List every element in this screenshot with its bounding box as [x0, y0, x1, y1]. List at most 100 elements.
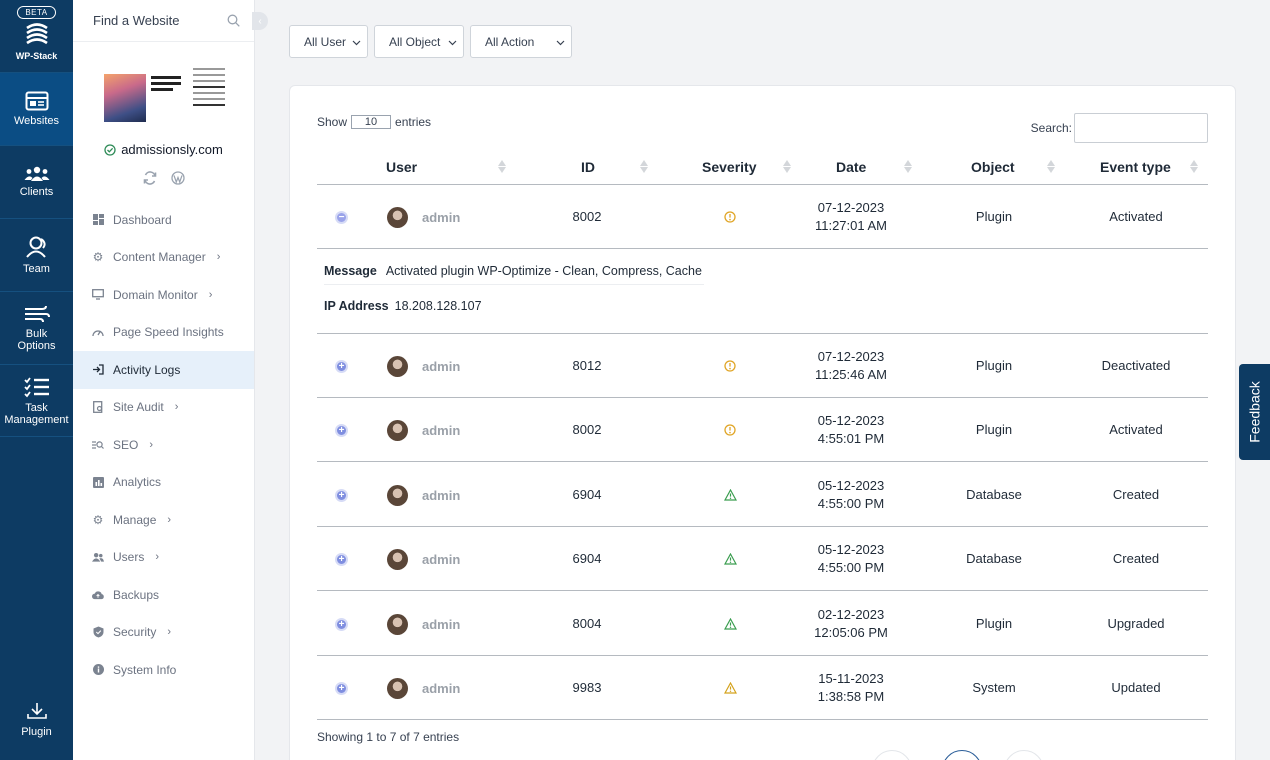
table-row[interactable]: + admin 8012 07-12-2023 11:25:46 AM Plugi… [317, 334, 1208, 398]
expand-row-icon[interactable]: + [335, 360, 348, 373]
action-filter-value: All Action [485, 34, 535, 49]
website-search[interactable]: Find a Website [73, 0, 254, 42]
row-date: 15-11-2023 1:38:58 PM [801, 656, 901, 720]
avatar [387, 549, 408, 570]
brand[interactable]: BETA WP-Stack [0, 0, 73, 73]
expand-row-icon[interactable]: + [335, 424, 348, 437]
cloud-icon [92, 589, 104, 601]
sort-icon[interactable] [783, 160, 791, 173]
feedback-tab[interactable]: Feedback [1239, 364, 1270, 460]
chevron-right-icon: › [149, 438, 154, 451]
activity-log-card: Show 10 entries Search: User ID Severity… [289, 85, 1236, 760]
website-search-input[interactable]: Find a Website [93, 13, 180, 28]
column-header-id[interactable]: ID [581, 159, 595, 175]
rail-label: Bulk Options [17, 328, 56, 352]
menu-item-backups[interactable]: Backups [73, 576, 254, 614]
alert-triangle-icon [720, 656, 740, 720]
menu-item-dashboard[interactable]: Dashboard [73, 201, 254, 239]
pagination-page-button[interactable] [942, 750, 982, 760]
entries-length: Show 10 entries [317, 115, 431, 129]
menu-item-label: Users [113, 550, 145, 565]
sort-icon[interactable] [904, 160, 912, 173]
rail-item-clients[interactable]: Clients [0, 146, 73, 219]
site-thumbnail[interactable] [95, 54, 234, 126]
chevron-right-icon: › [167, 626, 172, 639]
action-filter-select[interactable]: All Action [470, 25, 572, 58]
table-search-input[interactable] [1074, 113, 1208, 143]
row-date-time: 1:38:58 PM [817, 689, 885, 704]
menu-item-security[interactable]: Security › [73, 614, 254, 652]
row-date-time: 4:55:00 PM [817, 496, 885, 511]
menu-item-users[interactable]: Users › [73, 539, 254, 577]
table-row[interactable]: − admin 8002 07-12-2023 11:27:01 AM Plugi… [317, 185, 1208, 249]
sort-icon[interactable] [498, 160, 506, 173]
detail-message-label: Message [324, 264, 377, 278]
expand-row-icon[interactable]: + [335, 682, 348, 695]
clients-icon [24, 166, 49, 181]
rail-item-team[interactable]: Team [0, 219, 73, 292]
table-row[interactable]: + admin 6904 05-12-2023 4:55:00 PM Databa… [317, 463, 1208, 527]
column-header-object[interactable]: Object [971, 159, 1015, 175]
menu-item-manage[interactable]: ⚙ Manage › [73, 501, 254, 539]
row-user: admin [422, 616, 461, 632]
sort-icon[interactable] [640, 160, 648, 173]
row-event-type: Activated [1109, 422, 1163, 437]
pagination-previous-button[interactable] [872, 750, 912, 760]
menu-item-analytics[interactable]: Analytics [73, 464, 254, 502]
row-id: 8004 [572, 616, 602, 631]
expand-row-icon[interactable]: + [335, 553, 348, 566]
row-user: admin [422, 358, 461, 374]
menu-item-seo[interactable]: SEO › [73, 426, 254, 464]
speed-icon [92, 326, 104, 338]
expand-row-icon[interactable]: + [335, 618, 348, 631]
collapse-sidebar-button[interactable]: ‹ [252, 12, 268, 30]
collapse-row-icon[interactable]: − [335, 211, 348, 224]
expand-row-icon[interactable]: + [335, 489, 348, 502]
menu-item-system-info[interactable]: System Info [73, 651, 254, 689]
search-icon[interactable] [227, 14, 240, 27]
avatar [387, 485, 408, 506]
row-date: 07-12-2023 11:25:46 AM [801, 334, 901, 398]
menu-item-label: Manage [113, 512, 157, 527]
row-date: 05-12-2023 4:55:00 PM [801, 463, 901, 527]
bulk-options-icon [24, 305, 50, 323]
rail-item-bulk-options[interactable]: Bulk Options [0, 292, 73, 365]
rail-item-plugin[interactable]: Plugin [0, 702, 73, 738]
menu-item-activity-logs[interactable]: Activity Logs [73, 351, 254, 389]
pagination-next-button[interactable] [1004, 750, 1044, 760]
table-row[interactable]: + admin 8004 02-12-2023 12:05:06 PM Plugi… [317, 592, 1208, 656]
column-header-event-type[interactable]: Event type [1100, 159, 1171, 175]
table-row[interactable]: + admin 6904 05-12-2023 4:55:00 PM Databa… [317, 527, 1208, 591]
column-header-user[interactable]: User [386, 159, 418, 175]
avatar [387, 207, 408, 228]
menu-item-domain-monitor[interactable]: Domain Monitor › [73, 276, 254, 314]
site-name[interactable]: admissionsly.com [73, 142, 254, 157]
refresh-icon[interactable] [143, 171, 157, 185]
entries-label: entries [395, 115, 432, 129]
row-object: Database [966, 487, 1022, 502]
menu-item-content-manager[interactable]: ⚙ Content Manager › [73, 239, 254, 277]
table-row[interactable]: + admin 8002 05-12-2023 4:55:01 PM Plugin… [317, 398, 1208, 462]
warning-circle-icon [720, 334, 740, 398]
rail-item-task-management[interactable]: Task Management [0, 365, 73, 437]
entries-count-select[interactable]: 10 [351, 115, 392, 129]
avatar [387, 420, 408, 441]
site-sidebar: Find a Website admissionsly.com Dashboar… [73, 0, 255, 760]
sort-icon[interactable] [1047, 160, 1055, 173]
sort-icon[interactable] [1190, 160, 1198, 173]
rail-item-websites[interactable]: Websites [0, 73, 73, 146]
column-header-severity[interactable]: Severity [702, 159, 757, 175]
row-user: admin [422, 680, 461, 696]
table-row[interactable]: + admin 9983 15-11-2023 1:38:58 PM System… [317, 656, 1208, 720]
menu-item-site-audit[interactable]: Site Audit › [73, 389, 254, 427]
user-filter-select[interactable]: All User [289, 25, 368, 58]
column-header-date[interactable]: Date [836, 159, 867, 175]
warning-circle-icon [720, 398, 740, 462]
object-filter-select[interactable]: All Object [374, 25, 464, 58]
shield-icon [92, 626, 104, 638]
feedback-label: Feedback [1246, 381, 1263, 443]
notice-triangle-icon [720, 592, 740, 656]
menu-item-page-speed-insights[interactable]: Page Speed Insights [73, 314, 254, 352]
row-id: 9983 [572, 680, 602, 695]
wordpress-icon[interactable] [170, 171, 185, 185]
